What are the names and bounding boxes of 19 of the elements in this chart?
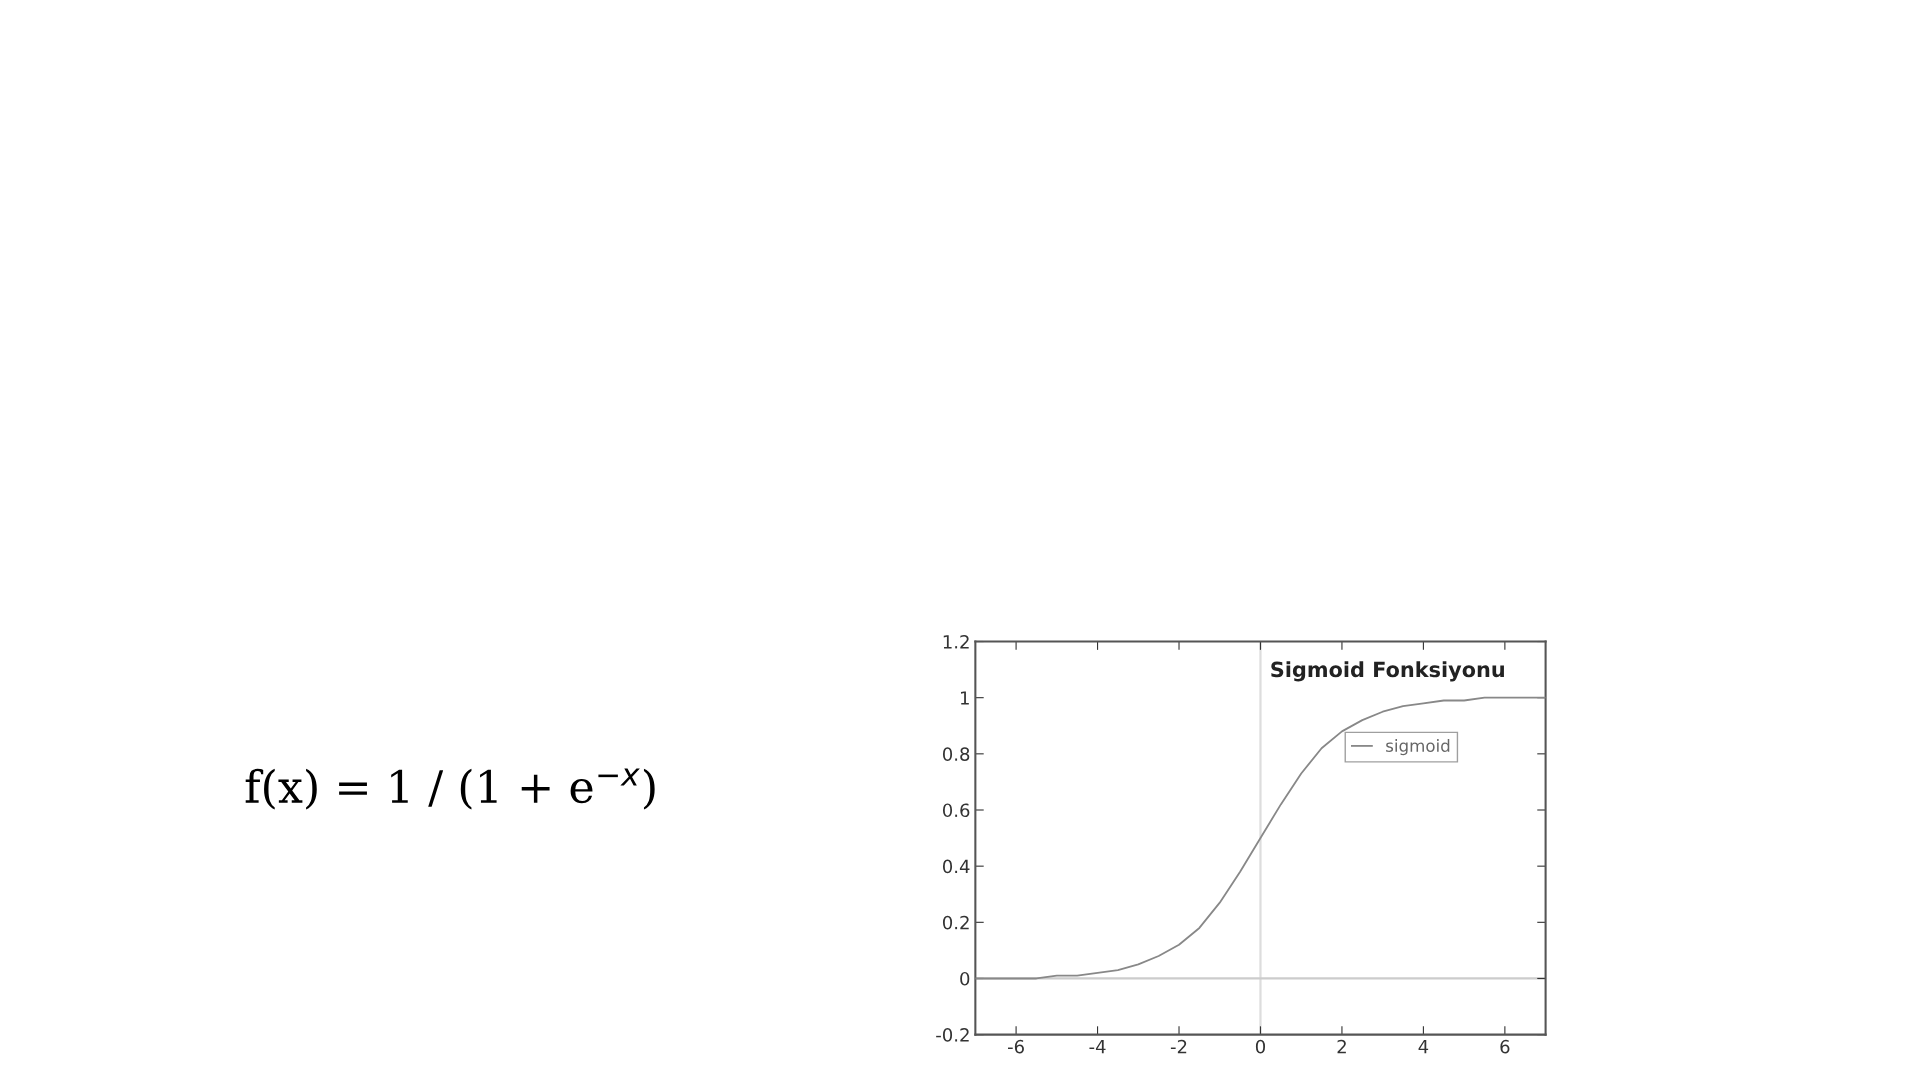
- x-tick-label: -4: [1089, 1040, 1106, 1054]
- x-tick-label: 4: [1418, 1040, 1429, 1054]
- line-series: [975, 696, 1546, 980]
- x-tick-label: 0: [1255, 1039, 1266, 1054]
- text: f(x) = 1 / (1 + e$^{−x}$): [245, 768, 655, 810]
- legend-label: sigmoid: [1386, 739, 1450, 756]
- y-tick-label: 0: [960, 971, 970, 986]
- y-tick-label: 0.8: [942, 747, 970, 761]
- y-tick-label: 0.6: [942, 803, 970, 818]
- y-tick-label: 1: [960, 691, 969, 705]
- y-tick-label: -0.2: [936, 1028, 969, 1042]
- x-tick-label: 2: [1337, 1039, 1346, 1054]
- text: Sigmoid Fonksiyonu: [1271, 661, 1504, 682]
- x-tick-label: -2: [1170, 1039, 1187, 1054]
- y-tick-label: 1.2: [943, 634, 969, 649]
- x-tick-label: -6: [1007, 1039, 1024, 1054]
- y-tick-label: 0.4: [942, 859, 970, 874]
- x-tick-label: 6: [1500, 1039, 1510, 1054]
- y-tick-label: 0.2: [942, 915, 969, 930]
